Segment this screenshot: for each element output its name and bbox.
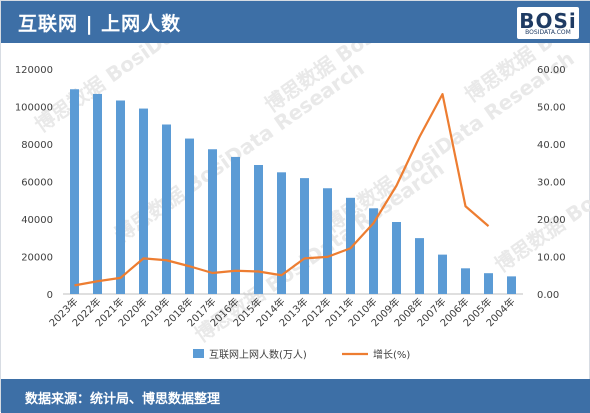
y-left-tick-label: 20000	[21, 253, 53, 264]
logo-subtext: BOSIDATA.COM	[525, 29, 571, 36]
bar	[484, 273, 493, 294]
y-left-tick-label: 0	[47, 290, 53, 301]
y-right-tick-label: 40.00	[537, 140, 566, 151]
page-title: 互联网 | 上网人数	[18, 13, 182, 35]
y-left-tick-label: 100000	[15, 103, 53, 114]
bar	[208, 149, 217, 294]
y-right-tick-label: 60.00	[537, 65, 566, 76]
bar	[346, 197, 355, 294]
legend-label-line: 增长(%)	[373, 348, 410, 361]
bar	[277, 172, 286, 294]
bar	[231, 156, 240, 294]
bar	[507, 276, 516, 294]
legend-label-bars: 互联网上网人数(万人)	[209, 348, 307, 361]
watermark-text: 博思数据 BosiData Research	[30, 43, 288, 137]
y-left-tick-label: 40000	[21, 215, 53, 226]
bar	[323, 188, 332, 294]
y-left-tick-label: 80000	[21, 140, 53, 151]
y-right-tick-label: 30.00	[537, 178, 566, 189]
bar	[93, 93, 102, 294]
bar	[254, 165, 263, 294]
y-right-tick-label: 0.00	[537, 290, 559, 301]
bar	[461, 268, 470, 294]
bar	[70, 89, 79, 294]
legend-swatch-bars	[193, 349, 204, 358]
bar	[116, 100, 125, 294]
growth-line	[74, 93, 490, 287]
bosi-logo: BOSi BOSIDATA.COM	[517, 7, 579, 39]
data-source: 数据来源：统计局、博思数据整理	[25, 392, 221, 407]
y-right-tick-label: 10.00	[537, 253, 566, 264]
chart-area: 博思数据 BosiData Research 博思数据 BosiData Rese…	[1, 0, 590, 379]
bar	[369, 208, 378, 294]
bar	[438, 254, 447, 294]
y-right-tick-label: 20.00	[537, 215, 566, 226]
bar	[300, 178, 309, 294]
header-bar: 互联网 | 上网人数 BOSi BOSIDATA.COM	[1, 1, 590, 43]
bar	[162, 124, 171, 294]
y-right-tick-label: 50.00	[537, 103, 566, 114]
y-left-tick-label: 120000	[15, 65, 53, 76]
bar	[392, 222, 401, 294]
bar	[185, 138, 194, 294]
bar	[139, 108, 148, 294]
bar	[415, 238, 424, 294]
logo-mark: BOSi	[519, 9, 577, 33]
y-left-tick-label: 60000	[21, 178, 53, 189]
footer-bar: 数据来源：统计局、博思数据整理	[1, 379, 590, 413]
